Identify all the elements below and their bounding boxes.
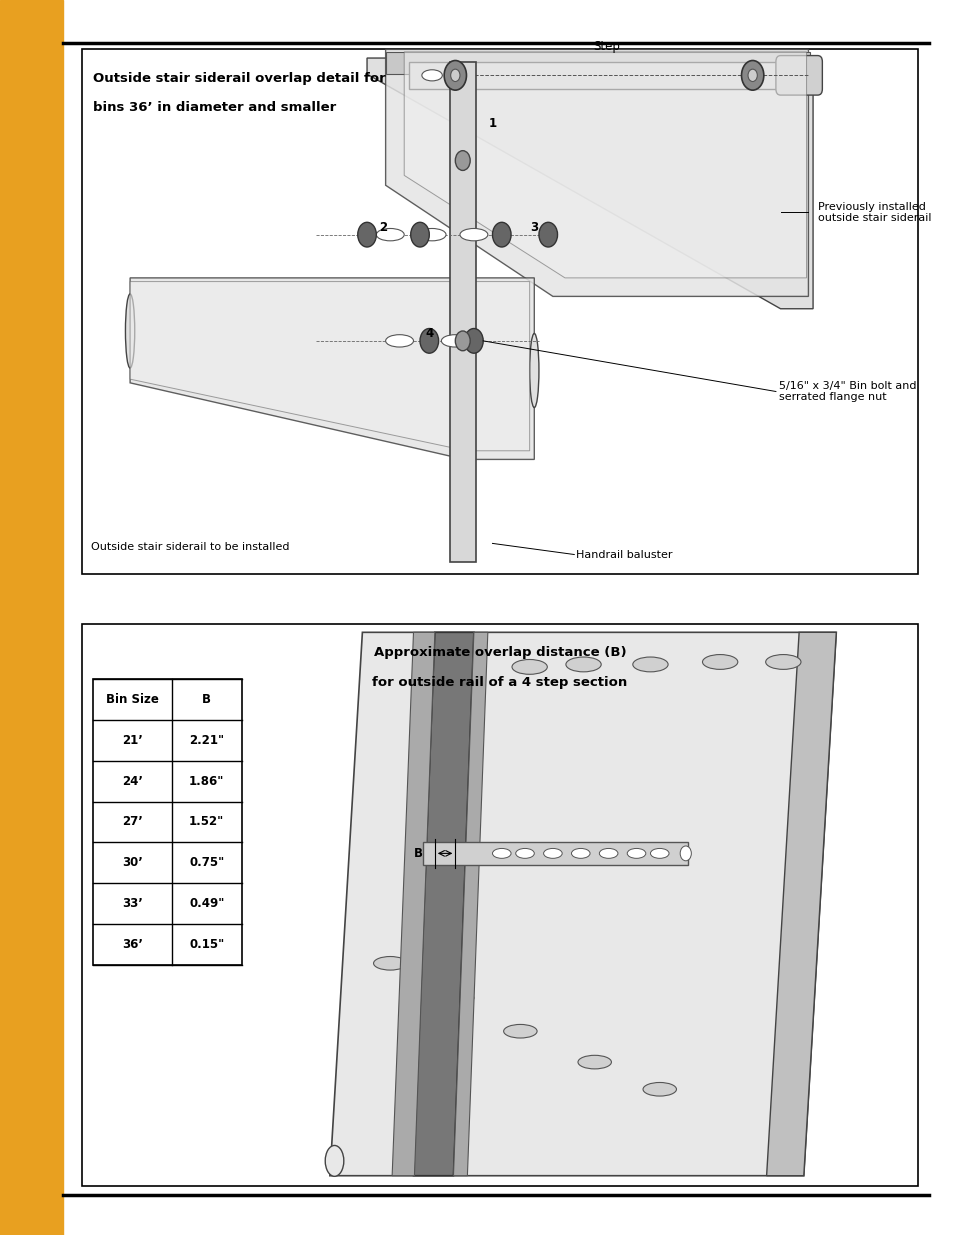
- Polygon shape: [422, 64, 807, 86]
- Ellipse shape: [565, 657, 600, 672]
- Ellipse shape: [325, 1146, 343, 1176]
- Circle shape: [450, 69, 459, 82]
- Ellipse shape: [417, 228, 446, 241]
- Circle shape: [455, 151, 470, 170]
- Text: B: B: [202, 693, 211, 706]
- Circle shape: [444, 61, 466, 90]
- Text: Step: Step: [592, 40, 619, 53]
- Polygon shape: [367, 58, 812, 309]
- Ellipse shape: [421, 70, 442, 82]
- Circle shape: [679, 846, 691, 861]
- Circle shape: [740, 61, 763, 90]
- Ellipse shape: [571, 848, 590, 858]
- Text: 1.86": 1.86": [189, 774, 224, 788]
- Text: 27’: 27’: [122, 815, 143, 829]
- Ellipse shape: [512, 659, 547, 674]
- Circle shape: [357, 222, 375, 247]
- Ellipse shape: [578, 1055, 611, 1068]
- Ellipse shape: [632, 657, 667, 672]
- Bar: [92, 679, 241, 965]
- Text: Handrail baluster: Handrail baluster: [576, 550, 672, 559]
- Circle shape: [538, 222, 557, 247]
- Bar: [82, 624, 917, 1186]
- Text: Outside stair siderail overlap detail for: Outside stair siderail overlap detail fo…: [92, 72, 385, 85]
- Polygon shape: [453, 632, 487, 1176]
- Circle shape: [747, 69, 757, 82]
- Text: 1: 1: [488, 117, 496, 130]
- Polygon shape: [404, 52, 805, 278]
- Text: 30’: 30’: [122, 856, 143, 869]
- Text: 2.21": 2.21": [189, 734, 224, 747]
- Circle shape: [492, 222, 511, 247]
- FancyBboxPatch shape: [775, 56, 821, 95]
- Text: bins 36’ in diameter and smaller: bins 36’ in diameter and smaller: [92, 101, 335, 115]
- Circle shape: [411, 222, 429, 247]
- Ellipse shape: [650, 848, 668, 858]
- Circle shape: [419, 329, 438, 353]
- Text: 0.49": 0.49": [189, 897, 224, 910]
- Text: 3: 3: [530, 221, 537, 233]
- Text: 21’: 21’: [122, 734, 143, 747]
- Ellipse shape: [503, 1025, 537, 1037]
- Ellipse shape: [441, 335, 469, 347]
- Ellipse shape: [765, 655, 801, 669]
- Ellipse shape: [125, 294, 134, 368]
- Ellipse shape: [385, 335, 413, 347]
- Text: 36’: 36’: [122, 937, 143, 951]
- Text: 0.75": 0.75": [189, 856, 224, 869]
- Text: 0.15": 0.15": [189, 937, 224, 951]
- Text: 4: 4: [425, 327, 433, 340]
- Text: 2: 2: [378, 221, 387, 233]
- Ellipse shape: [642, 1082, 676, 1097]
- Polygon shape: [130, 278, 534, 459]
- Ellipse shape: [516, 848, 534, 858]
- Polygon shape: [422, 842, 687, 864]
- Polygon shape: [385, 52, 809, 74]
- Polygon shape: [413, 632, 474, 1176]
- Text: 24’: 24’: [122, 774, 143, 788]
- Text: 1.52": 1.52": [189, 815, 224, 829]
- Polygon shape: [409, 62, 809, 89]
- Text: Outside stair siderail to be installed: Outside stair siderail to be installed: [91, 542, 290, 552]
- Text: Bin Size: Bin Size: [106, 693, 159, 706]
- Ellipse shape: [492, 848, 511, 858]
- Polygon shape: [385, 49, 807, 296]
- Ellipse shape: [543, 848, 561, 858]
- Text: Previously installed
outside stair siderail: Previously installed outside stair sider…: [817, 201, 930, 224]
- Circle shape: [464, 329, 482, 353]
- Text: for outside rail of a 4 step section: for outside rail of a 4 step section: [372, 676, 627, 689]
- Polygon shape: [449, 62, 476, 562]
- Bar: [0, 0, 63, 1235]
- Circle shape: [455, 331, 470, 351]
- Text: B: B: [414, 847, 422, 860]
- Ellipse shape: [440, 990, 474, 1005]
- Ellipse shape: [598, 848, 618, 858]
- Text: 33’: 33’: [122, 897, 143, 910]
- Polygon shape: [766, 632, 836, 1176]
- Ellipse shape: [701, 655, 737, 669]
- Bar: [82, 49, 917, 574]
- Polygon shape: [330, 632, 836, 1176]
- Ellipse shape: [375, 228, 404, 241]
- Ellipse shape: [529, 333, 538, 408]
- Polygon shape: [130, 282, 529, 451]
- Ellipse shape: [459, 228, 487, 241]
- Ellipse shape: [374, 956, 407, 971]
- Text: Approximate overlap distance (B): Approximate overlap distance (B): [374, 646, 625, 659]
- Polygon shape: [392, 632, 435, 1176]
- Text: 5/16" x 3/4" Bin bolt and
serrated flange nut: 5/16" x 3/4" Bin bolt and serrated flang…: [778, 380, 915, 403]
- Ellipse shape: [626, 848, 645, 858]
